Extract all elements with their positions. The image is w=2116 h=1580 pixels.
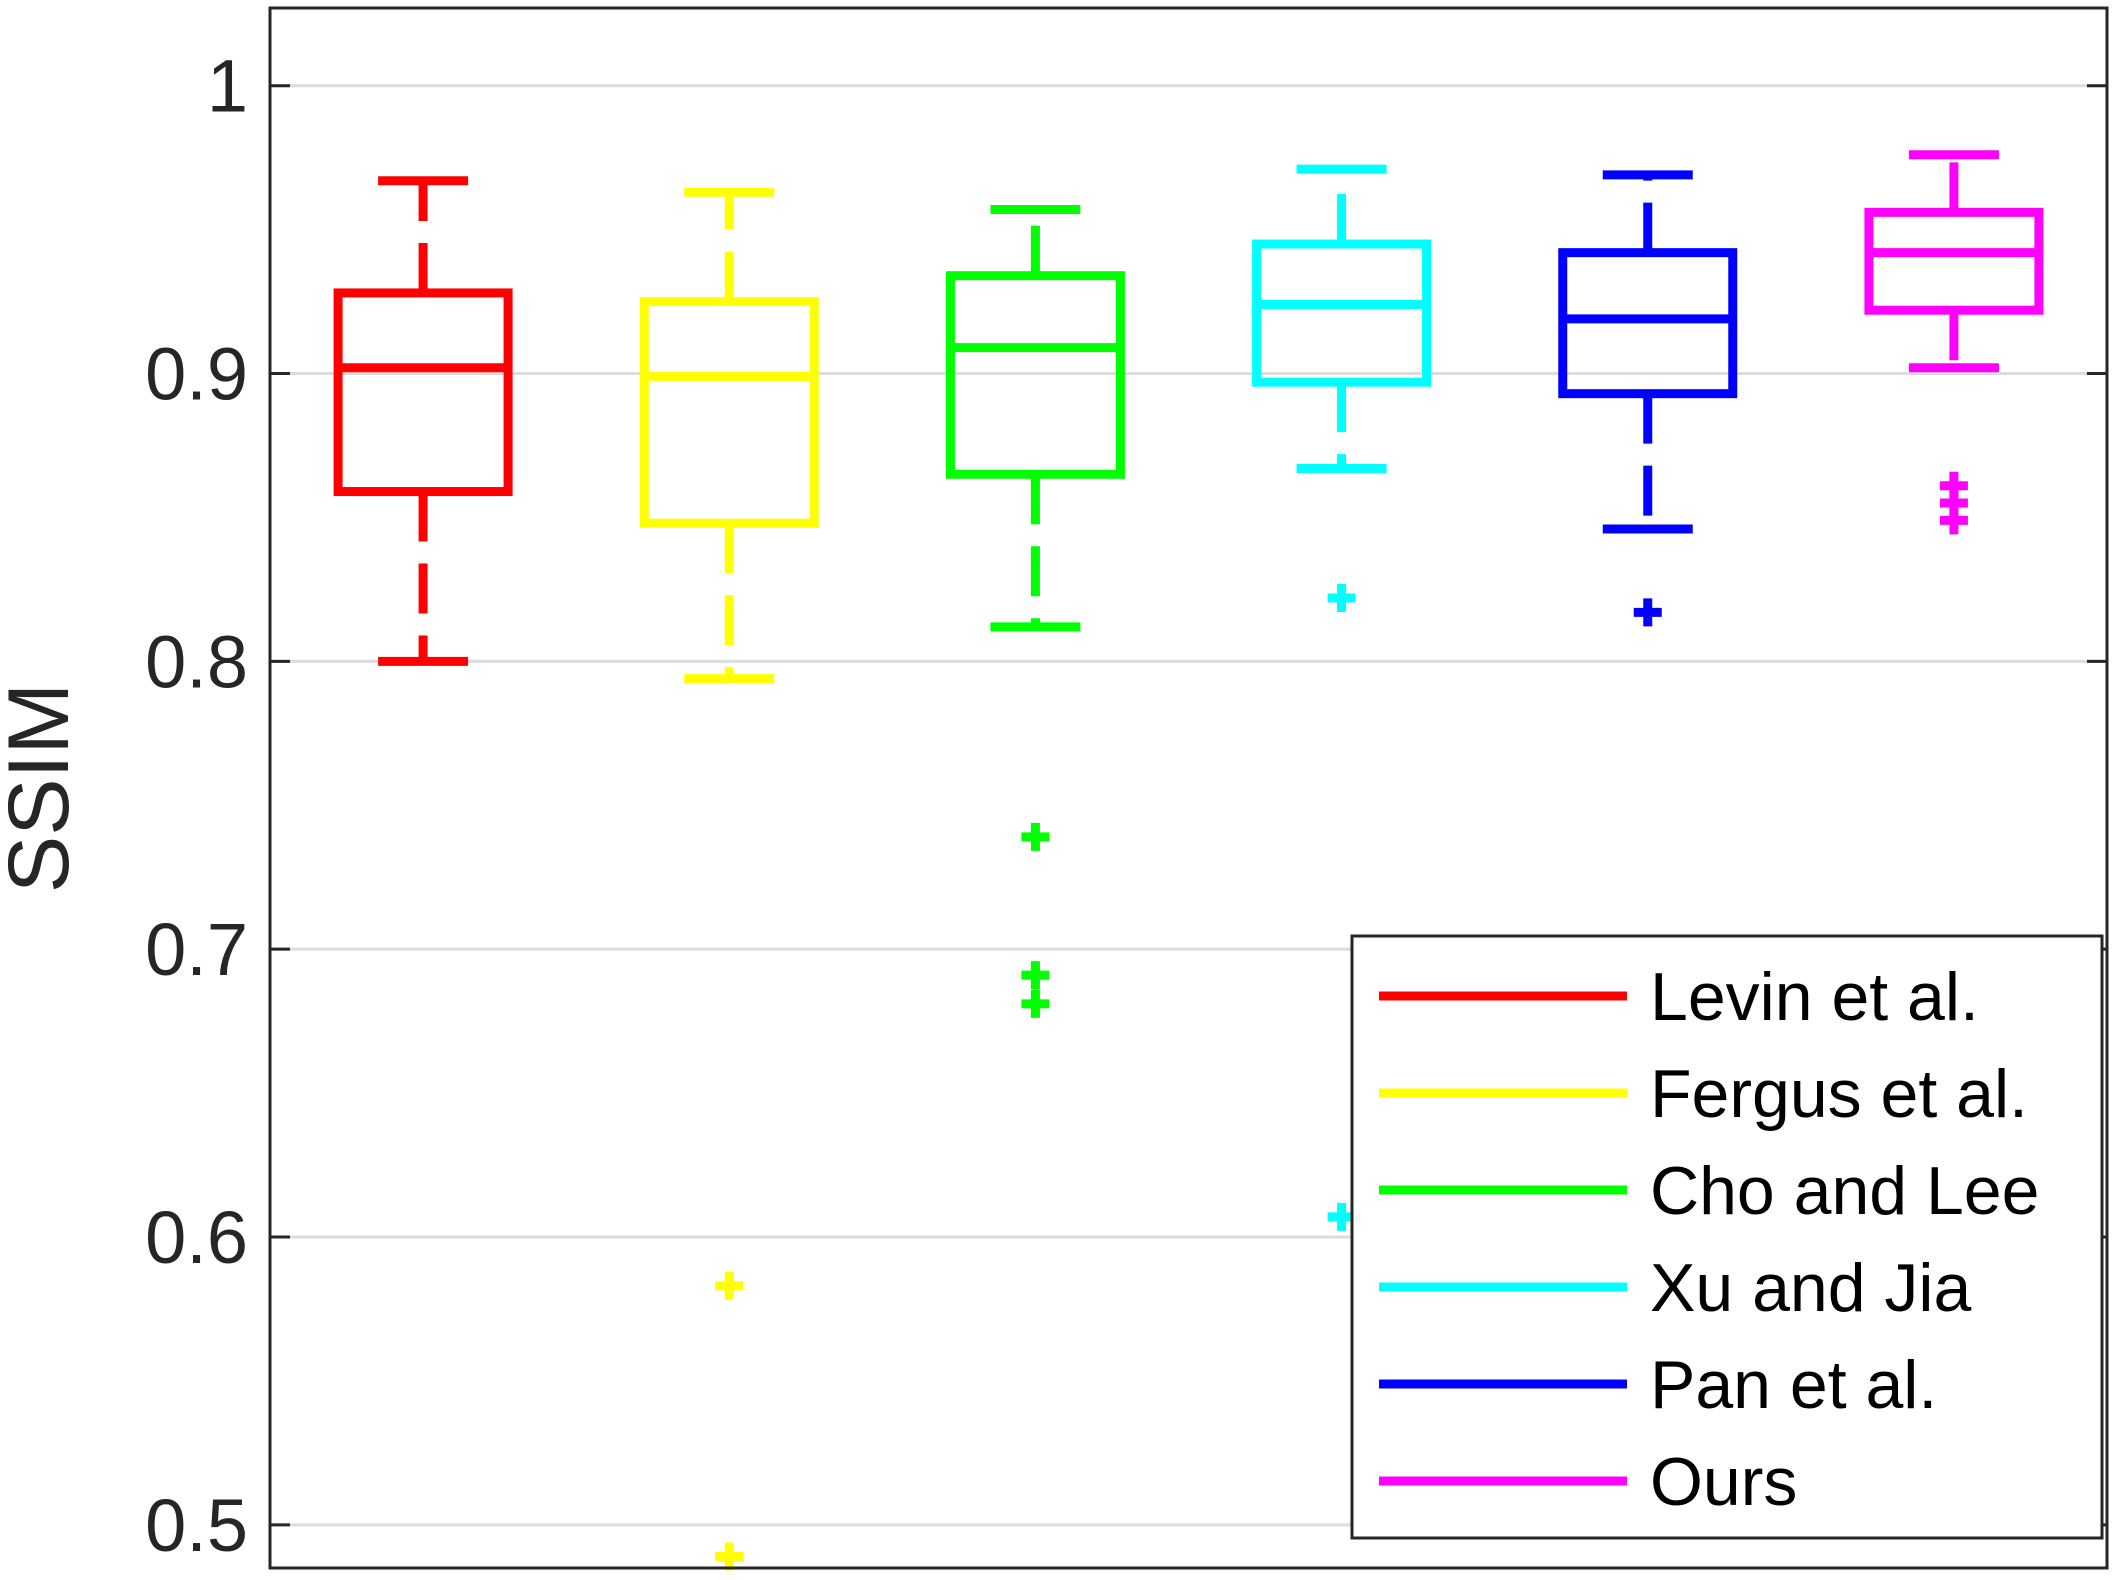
legend-item: Ours xyxy=(1379,1444,1797,1520)
y-axis-title: SSIM xyxy=(0,683,87,893)
box-ours xyxy=(1864,150,2044,535)
plot-frame xyxy=(268,6,2109,1570)
legend-label: Levin et al. xyxy=(1650,959,1979,1035)
box-fergus-et-al xyxy=(639,187,819,1571)
box-plots xyxy=(333,150,2044,1571)
iqr-box xyxy=(1252,239,1432,387)
iqr-box xyxy=(1864,207,2044,315)
box-cho-and-lee xyxy=(945,204,1125,1018)
y-tick-label: 0.5 xyxy=(145,1484,248,1567)
y-tick-label: 0.6 xyxy=(145,1196,248,1279)
y-tick-label: 0.7 xyxy=(145,908,248,991)
legend-item: Xu and Jia xyxy=(1379,1250,1972,1326)
outlier-marker xyxy=(1939,506,1968,535)
outlier-marker xyxy=(1633,598,1662,627)
box-levin-et-al xyxy=(333,176,513,666)
legend-item: Fergus et al. xyxy=(1379,1056,2028,1132)
legend-box xyxy=(1350,934,2104,1540)
outlier-marker xyxy=(1021,961,1050,990)
legend-label: Ours xyxy=(1650,1444,1797,1520)
legend-item: Pan et al. xyxy=(1379,1347,1937,1423)
axes: 0.5 0.6 0.7 0.8 0.9 1 xyxy=(145,6,2109,1570)
y-tick-label: 1 xyxy=(207,45,248,128)
box-xu-and-jia xyxy=(1252,164,1432,1231)
legend-item: Levin et al. xyxy=(1379,959,1979,1035)
outlier-marker xyxy=(1327,584,1356,613)
y-tick-label: 0.8 xyxy=(145,620,248,703)
outlier-marker xyxy=(715,1271,744,1300)
y-tick-label: 0.9 xyxy=(145,333,248,416)
legend-label: Xu and Jia xyxy=(1650,1250,1972,1326)
outlier-marker xyxy=(1021,822,1050,851)
legend-label: Fergus et al. xyxy=(1650,1056,2028,1132)
iqr-box xyxy=(333,288,513,497)
legend: Levin et al. Fergus et al. Cho and Lee Xu a… xyxy=(1350,934,2104,1540)
iqr-box xyxy=(945,271,1125,479)
iqr-box xyxy=(639,297,819,528)
legend-item: Cho and Lee xyxy=(1379,1153,2039,1229)
outlier-marker xyxy=(1021,989,1050,1018)
legend-label: Pan et al. xyxy=(1650,1347,1937,1423)
outlier-marker xyxy=(715,1542,744,1571)
box-pan-et-al xyxy=(1558,170,1738,627)
legend-label: Cho and Lee xyxy=(1650,1153,2039,1229)
